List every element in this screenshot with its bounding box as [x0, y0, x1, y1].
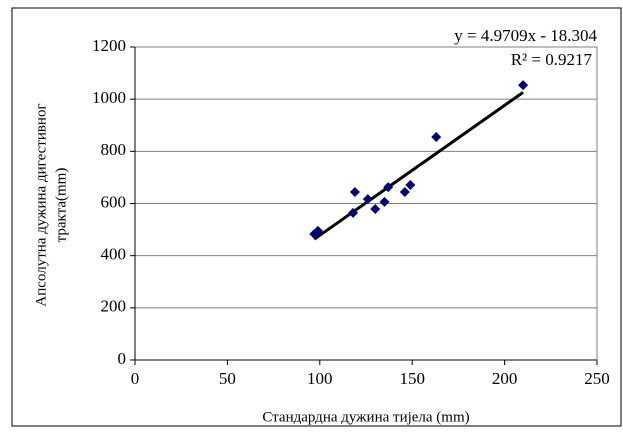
- point: [405, 179, 416, 190]
- trendline-r2: R² = 0.9217: [511, 50, 593, 69]
- trendline-equation: y = 4.9709x - 18.304: [454, 26, 597, 45]
- point: [379, 196, 390, 207]
- y-axis-label-line: Апсолутна дужина дигестивног: [33, 103, 49, 306]
- x-tick-label: 200: [492, 369, 518, 388]
- y-tick-label: 200: [101, 297, 127, 316]
- point: [431, 131, 442, 142]
- y-tick-label: 1200: [92, 36, 126, 55]
- y-axis-label-line: тракта(mm): [53, 168, 69, 243]
- y-tick-label: 800: [101, 140, 127, 159]
- x-tick-label: 0: [131, 369, 140, 388]
- x-tick-label: 250: [584, 369, 610, 388]
- point: [362, 194, 373, 205]
- x-tick-label: 150: [399, 369, 425, 388]
- chart-frame: [11, 7, 622, 427]
- y-tick-label: 0: [118, 349, 127, 368]
- point: [349, 187, 360, 198]
- point: [383, 182, 394, 193]
- point: [370, 203, 381, 214]
- point: [399, 187, 410, 198]
- y-tick-label: 400: [101, 245, 127, 264]
- x-tick-label: 50: [219, 369, 236, 388]
- point: [348, 207, 359, 218]
- point: [518, 80, 529, 91]
- y-tick-label: 1000: [92, 88, 126, 107]
- trendline: [313, 91, 524, 241]
- x-axis-label: Стандардна дужина тијела (mm): [262, 409, 469, 425]
- y-tick-label: 600: [101, 192, 127, 211]
- x-tick-label: 100: [307, 369, 333, 388]
- point: [312, 225, 323, 236]
- y-axis-label: Апсолутна дужина дигестивног тракта(mm): [33, 103, 69, 306]
